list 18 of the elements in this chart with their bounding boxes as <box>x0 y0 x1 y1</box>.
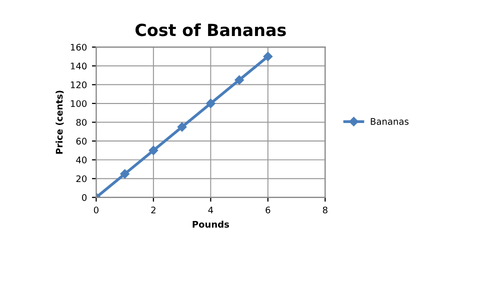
y-axis-title: Price (cents) <box>56 90 64 154</box>
y-tick-label: 80 <box>76 118 87 126</box>
chart-title: Cost of Bananas <box>136 23 286 36</box>
x-tick-label: 2 <box>151 206 156 214</box>
y-tick-label: 160 <box>70 44 87 51</box>
x-tick-label: 6 <box>266 206 270 214</box>
y-tick-label: 100 <box>70 100 87 108</box>
y-tick-label: 0 <box>82 194 87 201</box>
y-tick-label: 20 <box>76 175 87 182</box>
y-tick-label: 40 <box>76 156 87 164</box>
y-tick-label: 120 <box>70 81 87 88</box>
legend-label: Bananas <box>370 118 409 125</box>
x-tick-label: 4 <box>208 206 214 214</box>
y-tick-label: 60 <box>76 138 87 145</box>
x-tick-label: 0 <box>94 206 98 214</box>
x-tick-label: 8 <box>322 206 328 214</box>
y-tick-label: 140 <box>70 62 87 70</box>
x-axis-title: Pounds <box>192 220 230 228</box>
